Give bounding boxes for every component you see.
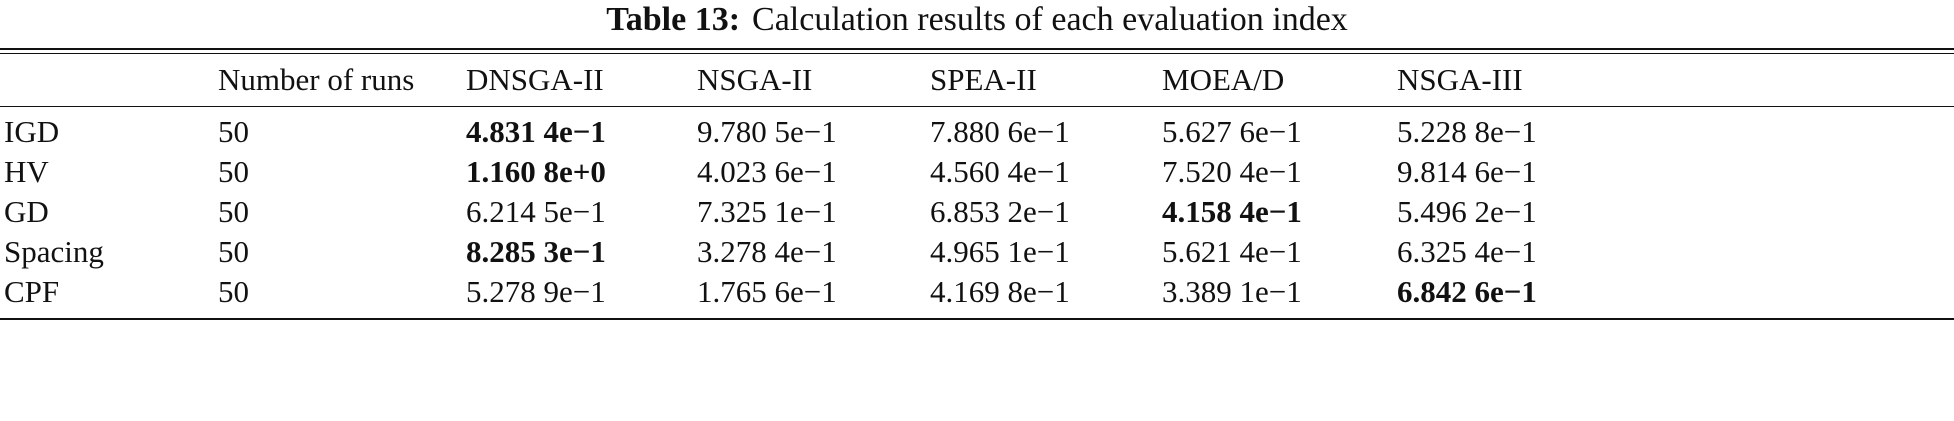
- table-cell: 1.765 6e−1: [697, 274, 837, 309]
- table-cell: 50: [218, 234, 249, 269]
- table-cell: 50: [218, 194, 249, 229]
- table-cell: 3.389 1e−1: [1162, 274, 1302, 309]
- header-cell: NSGA-III: [1397, 62, 1523, 97]
- table-cell: 9.780 5e−1: [697, 114, 837, 149]
- top-rule-2: [0, 53, 1954, 54]
- table-cell: 4.965 1e−1: [930, 234, 1070, 269]
- table-cell: 4.158 4e−1: [1162, 194, 1302, 229]
- table-cell: 7.325 1e−1: [697, 194, 837, 229]
- table-cell: 5.278 9e−1: [466, 274, 606, 309]
- caption-text: Calculation results of each evaluation i…: [752, 1, 1348, 38]
- table-cell: 50: [218, 114, 249, 149]
- table-cell: 50: [218, 154, 249, 189]
- table-cell: 5.621 4e−1: [1162, 234, 1302, 269]
- table-cell: 50: [218, 274, 249, 309]
- table-cell: 6.214 5e−1: [466, 194, 606, 229]
- table-cell: 8.285 3e−1: [466, 234, 606, 269]
- table-cell: 5.228 8e−1: [1397, 114, 1537, 149]
- table-cell: 6.853 2e−1: [930, 194, 1070, 229]
- row-label: Spacing: [4, 234, 104, 269]
- table-cell: 4.023 6e−1: [697, 154, 837, 189]
- table-cell: 4.831 4e−1: [466, 114, 606, 149]
- table-cell: 4.169 8e−1: [930, 274, 1070, 309]
- table-cell: 6.325 4e−1: [1397, 234, 1537, 269]
- table-cell: 9.814 6e−1: [1397, 154, 1537, 189]
- header-cell: Number of runs: [218, 62, 415, 97]
- table-cell: 3.278 4e−1: [697, 234, 837, 269]
- row-label: GD: [4, 194, 49, 229]
- header-rule: [0, 106, 1954, 107]
- table-cell: 4.560 4e−1: [930, 154, 1070, 189]
- header-cell: SPEA-II: [930, 62, 1037, 97]
- caption-label: Table 13:: [606, 1, 741, 38]
- table-cell: 6.842 6e−1: [1397, 274, 1537, 309]
- table-cell: 7.520 4e−1: [1162, 154, 1302, 189]
- table-caption: Table 13: Calculation results of each eva…: [0, 0, 1954, 40]
- row-label: IGD: [4, 114, 60, 149]
- header-cell: NSGA-II: [697, 62, 813, 97]
- table-cell: 5.496 2e−1: [1397, 194, 1537, 229]
- table-cell: 5.627 6e−1: [1162, 114, 1302, 149]
- table-cell: 7.880 6e−1: [930, 114, 1070, 149]
- header-cell: DNSGA-II: [466, 62, 604, 97]
- row-label: HV: [4, 154, 49, 189]
- header-cell: MOEA/D: [1162, 62, 1285, 97]
- top-rule: [0, 48, 1954, 50]
- row-label: CPF: [4, 274, 60, 309]
- bottom-rule: [0, 318, 1954, 320]
- table-cell: 1.160 8e+0: [466, 154, 606, 189]
